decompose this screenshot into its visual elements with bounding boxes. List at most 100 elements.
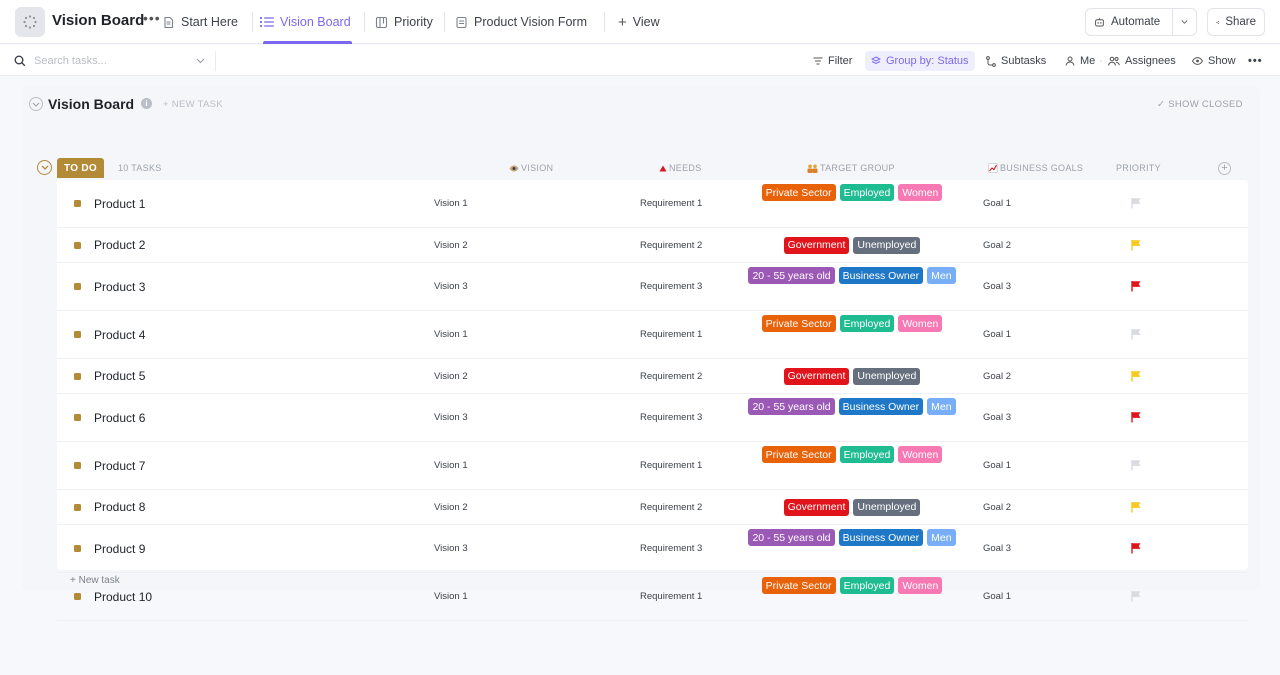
new-task-row-button[interactable]: + New task (70, 575, 120, 586)
task-name[interactable]: Product 5 (94, 369, 146, 384)
automate-button[interactable]: Automate (1085, 8, 1197, 36)
table-row[interactable]: Product 7 Vision 1 Requirement 1 Goal 1 Priv… (57, 442, 1248, 490)
tag-badge[interactable]: 20 - 55 years old (748, 398, 835, 415)
add-column-icon[interactable]: + (1218, 162, 1231, 175)
target-group-tags[interactable]: Government Unemployed (747, 498, 957, 516)
column-header-target-group[interactable]: TARGET GROUP (807, 163, 895, 173)
tag-badge[interactable]: Private Sector (761, 184, 836, 201)
tab-product-vision-form[interactable]: Product Vision Form (455, 0, 587, 44)
tag-badge[interactable]: Employed (839, 184, 895, 201)
target-group-tags[interactable]: 20 - 55 years old Business Owner Men (747, 529, 957, 546)
tag-badge[interactable]: Unemployed (853, 498, 921, 516)
search-input[interactable] (34, 55, 184, 67)
info-icon[interactable]: i (141, 98, 152, 109)
tag-badge[interactable]: Business Owner (838, 267, 924, 284)
task-name[interactable]: Product 4 (94, 327, 146, 342)
column-header-business-goals[interactable]: BUSINESS GOALS (988, 163, 1083, 173)
table-row[interactable]: Product 2 Vision 2 Requirement 2 Goal 2 Gove… (57, 228, 1248, 263)
tag-badge[interactable]: Employed (839, 577, 895, 594)
show-closed-button[interactable]: ✓ SHOW CLOSED (1157, 99, 1243, 110)
collapse-list-icon[interactable] (29, 97, 43, 111)
task-name[interactable]: Product 10 (94, 589, 153, 604)
group-by-button[interactable]: Group by: Status (865, 51, 975, 71)
tag-badge[interactable]: Women (898, 577, 943, 594)
table-row[interactable]: Product 1 Vision 1 Requirement 1 Goal 1 Priv… (57, 180, 1248, 228)
subtasks-button[interactable]: Subtasks (986, 51, 1046, 71)
filter-button[interactable]: Filter (813, 51, 852, 71)
task-name[interactable]: Product 2 (94, 238, 146, 253)
table-row[interactable]: Product 3 Vision 3 Requirement 3 Goal 3 20 -… (57, 263, 1248, 311)
chevron-down-icon[interactable] (1181, 19, 1188, 25)
target-group-tags[interactable]: Government Unemployed (747, 367, 957, 385)
table-row[interactable]: Product 10 Vision 1 Requirement 1 Goal 1 Pri… (57, 573, 1248, 621)
priority-flag-icon[interactable] (1130, 501, 1142, 513)
target-group-tags[interactable]: Government Unemployed (747, 236, 957, 254)
tag-badge[interactable]: Unemployed (853, 367, 921, 385)
status-square-icon[interactable] (74, 414, 81, 421)
status-square-icon[interactable] (74, 545, 81, 552)
status-square-icon[interactable] (74, 372, 81, 380)
table-row[interactable]: Product 6 Vision 3 Requirement 3 Goal 3 20 -… (57, 394, 1248, 442)
search-box[interactable] (14, 50, 210, 72)
chevron-down-icon[interactable] (196, 58, 205, 64)
assignees-button[interactable]: Assignees (1108, 51, 1176, 71)
target-group-tags[interactable]: 20 - 55 years old Business Owner Men (747, 267, 957, 284)
priority-flag-icon[interactable] (1130, 459, 1142, 471)
tag-badge[interactable]: Government (783, 498, 850, 516)
tag-badge[interactable]: Government (783, 367, 850, 385)
me-filter-button[interactable]: Me (1065, 51, 1095, 71)
show-button[interactable]: Show (1192, 51, 1236, 71)
status-group-badge[interactable]: TO DO (57, 158, 104, 178)
priority-flag-icon[interactable] (1130, 328, 1142, 340)
tag-badge[interactable]: Private Sector (761, 315, 836, 332)
status-square-icon[interactable] (74, 593, 81, 600)
table-row[interactable]: Product 8 Vision 2 Requirement 2 Goal 2 Gove… (57, 490, 1248, 525)
task-name[interactable]: Product 7 (94, 458, 146, 473)
task-name[interactable]: Product 3 (94, 279, 146, 294)
tag-badge[interactable]: Employed (839, 446, 895, 463)
tab-vision-board[interactable]: Vision Board (260, 0, 351, 44)
tag-badge[interactable]: Men (927, 398, 956, 415)
table-row[interactable]: Product 4 Vision 1 Requirement 1 Goal 1 Priv… (57, 311, 1248, 359)
tag-badge[interactable]: Unemployed (853, 236, 921, 254)
priority-flag-icon[interactable] (1130, 280, 1142, 292)
column-header-needs[interactable]: NEEDS (659, 163, 702, 173)
status-square-icon[interactable] (74, 283, 81, 290)
task-name[interactable]: Product 1 (94, 196, 146, 211)
tag-badge[interactable]: Employed (839, 315, 895, 332)
tag-badge[interactable]: Men (927, 529, 956, 546)
tag-badge[interactable]: Women (898, 315, 943, 332)
priority-flag-icon[interactable] (1130, 197, 1142, 209)
tab-start-here[interactable]: Start Here (162, 0, 238, 44)
priority-flag-icon[interactable] (1130, 411, 1142, 423)
column-header-vision[interactable]: VISION (509, 163, 553, 173)
more-options-icon[interactable]: ••• (143, 10, 161, 26)
tag-badge[interactable]: 20 - 55 years old (748, 529, 835, 546)
tag-badge[interactable]: 20 - 55 years old (748, 267, 835, 284)
tag-badge[interactable]: Men (927, 267, 956, 284)
target-group-tags[interactable]: Private Sector Employed Women (747, 315, 957, 332)
tag-badge[interactable]: Business Owner (838, 398, 924, 415)
new-task-button[interactable]: + NEW TASK (163, 99, 223, 110)
task-name[interactable]: Product 9 (94, 541, 146, 556)
page-title[interactable]: Vision Board (52, 12, 145, 29)
tab-priority[interactable]: Priority (375, 0, 433, 44)
status-square-icon[interactable] (74, 462, 81, 469)
target-group-tags[interactable]: 20 - 55 years old Business Owner Men (747, 398, 957, 415)
priority-flag-icon[interactable] (1130, 590, 1142, 602)
status-square-icon[interactable] (74, 241, 81, 249)
tag-badge[interactable]: Women (898, 184, 943, 201)
add-view-button[interactable]: + View (618, 0, 660, 44)
tag-badge[interactable]: Private Sector (761, 577, 836, 594)
share-button[interactable]: Share (1207, 8, 1265, 36)
more-options-icon[interactable]: ••• (1248, 55, 1263, 67)
target-group-tags[interactable]: Private Sector Employed Women (747, 446, 957, 463)
space-icon[interactable] (15, 7, 45, 37)
column-header-priority[interactable]: PRIORITY (1116, 163, 1161, 173)
priority-flag-icon[interactable] (1130, 239, 1142, 251)
target-group-tags[interactable]: Private Sector Employed Women (747, 577, 957, 594)
priority-flag-icon[interactable] (1130, 542, 1142, 554)
tag-badge[interactable]: Business Owner (838, 529, 924, 546)
task-name[interactable]: Product 6 (94, 410, 146, 425)
task-name[interactable]: Product 8 (94, 500, 146, 515)
